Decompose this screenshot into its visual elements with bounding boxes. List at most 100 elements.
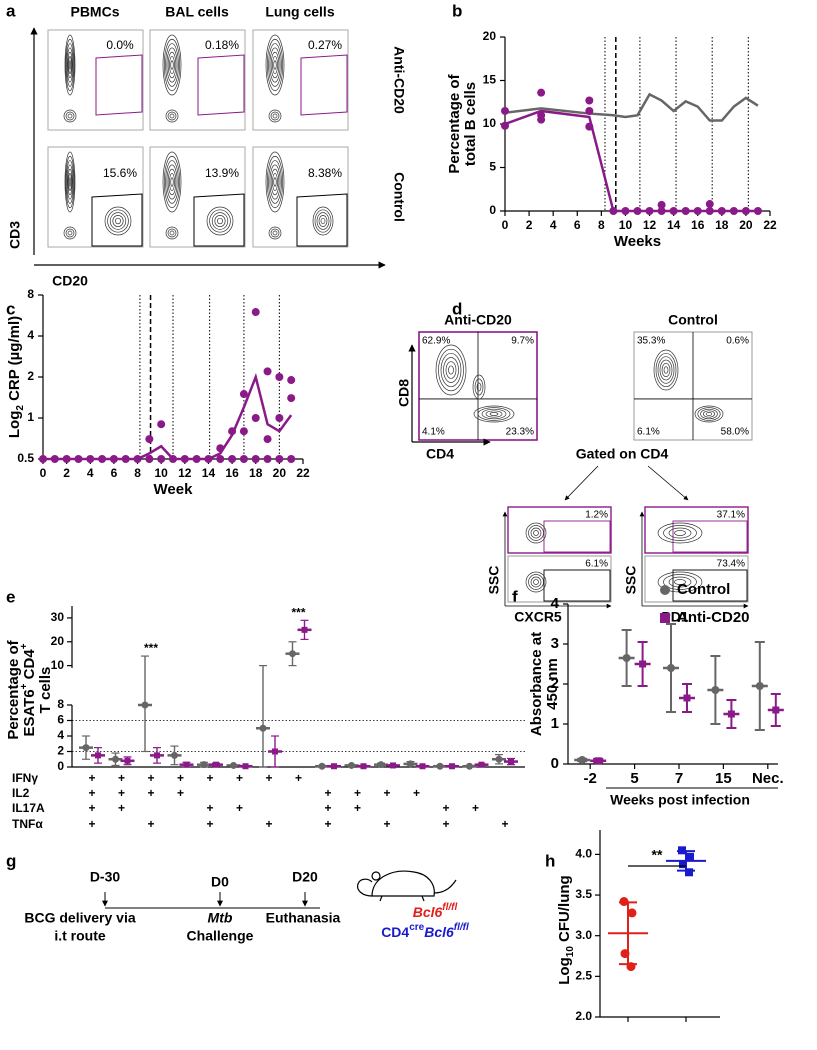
gate-percent: 37.1% (717, 510, 745, 521)
combination-mark: + (413, 786, 420, 800)
x-tick-label: 22 (763, 218, 777, 232)
data-point (251, 308, 260, 317)
contour (67, 168, 73, 196)
y-tick-label: 4 (27, 328, 34, 342)
contour (270, 228, 280, 238)
contour (217, 217, 223, 225)
quadrant-percent: 58.0% (721, 427, 749, 438)
contour (65, 228, 75, 238)
axis-label: CD4 (426, 446, 454, 462)
x-tick-label: 15 (715, 770, 732, 787)
data-point (263, 367, 272, 376)
contour (68, 177, 72, 187)
group-header: Anti-CD20 (444, 312, 512, 328)
data-point (667, 664, 675, 672)
contour (167, 51, 177, 79)
data-point (275, 373, 284, 381)
quadrant-percent: 4.1% (422, 427, 445, 438)
column-header: BAL cells (165, 4, 229, 20)
contour (165, 160, 179, 204)
contour (270, 111, 280, 121)
label-part: + (19, 643, 30, 649)
gate-percent: 1.2% (585, 510, 608, 521)
combination-mark: + (501, 817, 508, 831)
y-tick-label: 2 (551, 675, 559, 692)
contour (528, 574, 544, 590)
gate (193, 193, 245, 247)
data-point (242, 763, 249, 770)
combination-mark: + (88, 817, 95, 831)
data-point (272, 748, 278, 755)
x-tick-label: 22 (296, 466, 310, 480)
combination-mark: + (147, 786, 154, 800)
gate-percent: 73.4% (717, 559, 745, 570)
axis-label: SSC (486, 566, 502, 595)
contour (163, 38, 181, 92)
x-tick-label: 18 (249, 466, 263, 480)
contour (63, 109, 77, 123)
data-point (645, 207, 654, 215)
contour (653, 349, 679, 391)
data-point (230, 761, 237, 769)
data-point (348, 761, 355, 769)
label-part: CRP (µg/ml) (6, 316, 23, 405)
combination-mark: + (383, 817, 390, 831)
x-axis-label: Weeks post infection (610, 792, 750, 808)
y-axis-label: Percentage of (5, 639, 22, 739)
x-tick-label: 5 (630, 770, 638, 787)
data-point (239, 455, 248, 463)
contour (266, 155, 284, 209)
contour (489, 412, 499, 416)
event-label: Mtb (208, 910, 233, 926)
contour (65, 155, 75, 209)
data-point (228, 455, 237, 463)
panel-label: h (545, 851, 555, 870)
contour (115, 217, 121, 225)
contour (533, 530, 539, 536)
contour (694, 405, 724, 423)
contour (107, 209, 129, 233)
gate (197, 54, 245, 116)
y-tick-label: 20 (483, 29, 497, 43)
row-label: TNFα (12, 817, 43, 831)
group-label: Bcl6fl/fl (413, 902, 458, 920)
data-point (74, 455, 83, 463)
combination-mark: + (147, 817, 154, 831)
gate-percent: 15.6% (103, 166, 137, 180)
contour (68, 56, 72, 74)
combination-mark: + (88, 786, 95, 800)
combination-mark: + (354, 786, 361, 800)
contour (66, 43, 74, 87)
data-point (112, 755, 119, 763)
row-label: IL17A (12, 801, 45, 815)
data-point (259, 724, 267, 732)
legend-marker (660, 585, 670, 595)
contour (674, 530, 686, 536)
plot-frame (252, 146, 349, 248)
contour (655, 352, 677, 388)
gate (296, 193, 348, 247)
x-tick-label: 0 (502, 218, 509, 232)
data-point (109, 455, 118, 463)
y-axis-label: Percentage of (446, 73, 463, 173)
line-series (504, 109, 758, 213)
contour (472, 374, 486, 400)
combination-mark: + (177, 771, 184, 785)
contour (64, 151, 76, 213)
y-tick-label: 0 (57, 759, 64, 773)
contour (169, 230, 175, 236)
panel-label: f (512, 587, 518, 606)
label-part: Bcl6 (424, 924, 454, 940)
significance: ** (652, 847, 663, 863)
contour (65, 38, 75, 92)
contour (657, 571, 703, 593)
data-point (239, 390, 248, 399)
label-part: fl/fl (454, 922, 469, 933)
x-axis-label: Weeks (614, 233, 661, 250)
axis-label: CD20 (52, 273, 88, 289)
contour (445, 361, 457, 379)
contour (268, 160, 282, 204)
contour (703, 410, 715, 418)
x-tick-label: 10 (619, 218, 633, 232)
data-point (171, 751, 178, 759)
